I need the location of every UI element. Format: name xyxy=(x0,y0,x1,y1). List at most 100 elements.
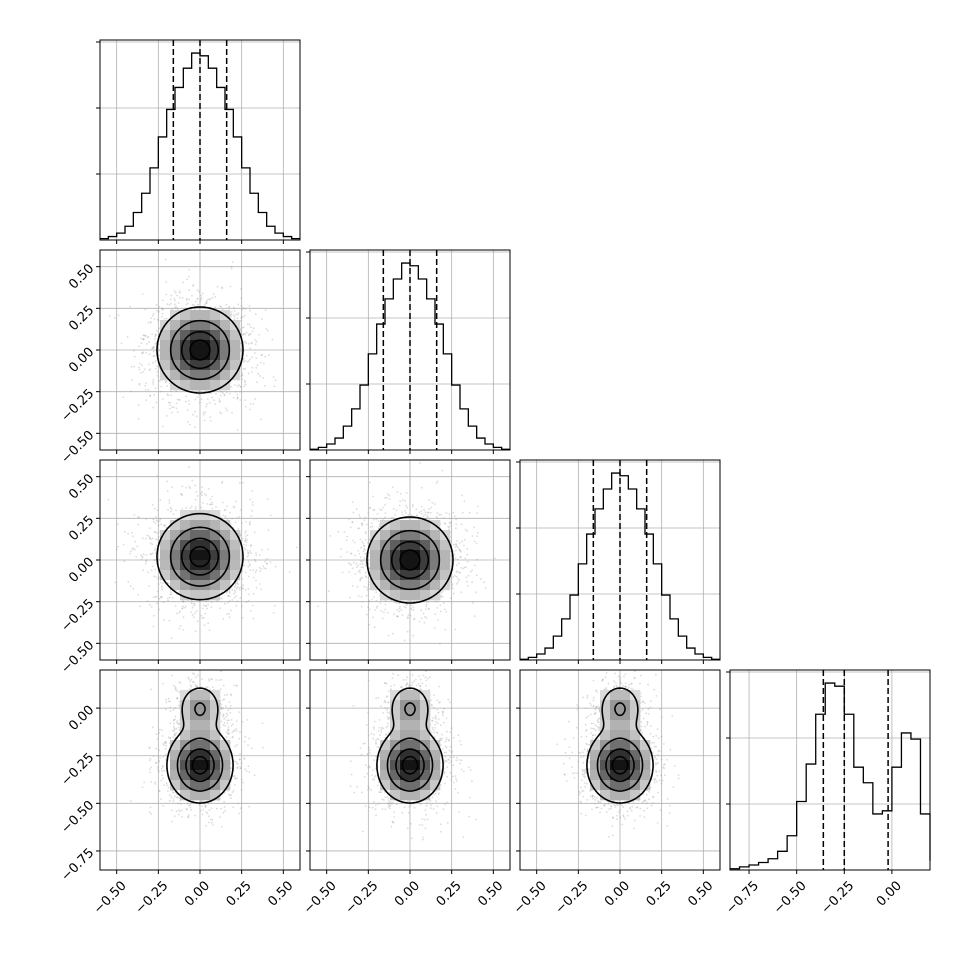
scatter-point xyxy=(360,605,363,608)
scatter-point xyxy=(442,602,445,604)
scatter-point xyxy=(288,571,291,573)
scatter-point xyxy=(156,544,158,547)
scatter-point xyxy=(205,600,208,603)
scatter-point xyxy=(205,600,208,602)
scatter-point xyxy=(162,804,165,807)
scatter-point xyxy=(153,614,155,617)
scatter-point xyxy=(425,616,428,619)
scatter-point xyxy=(361,522,363,525)
pair-panel-1-0 xyxy=(96,249,301,454)
scatter-point xyxy=(249,544,252,547)
scatter-point xyxy=(237,802,240,805)
scatter-point xyxy=(392,632,394,635)
scatter-point xyxy=(427,511,430,514)
scatter-point xyxy=(317,605,319,607)
scatter-point xyxy=(269,561,272,564)
scatter-point xyxy=(244,571,247,574)
scatter-point xyxy=(436,480,439,483)
scatter-point xyxy=(420,512,423,515)
scatter-point xyxy=(234,521,237,523)
scatter-point xyxy=(476,535,479,537)
scatter-point xyxy=(162,524,165,527)
scatter-point xyxy=(201,607,204,610)
scatter-point xyxy=(393,601,396,604)
scatter-point xyxy=(430,506,433,509)
scatter-point xyxy=(170,591,172,594)
scatter-point xyxy=(200,297,203,299)
scatter-point xyxy=(205,301,208,304)
scatter-point xyxy=(130,550,133,553)
scatter-point xyxy=(186,297,188,300)
scatter-point xyxy=(164,524,166,526)
density-cell xyxy=(160,360,171,371)
pair-2-1-plot-area xyxy=(310,460,510,660)
scatter-point xyxy=(152,346,155,349)
scatter-point xyxy=(243,540,246,543)
scatter-point xyxy=(412,505,414,508)
scatter-point xyxy=(169,401,172,404)
scatter-point xyxy=(422,612,425,615)
scatter-point xyxy=(359,556,362,559)
scatter-point xyxy=(368,567,371,570)
scatter-point xyxy=(264,355,267,358)
scatter-point xyxy=(395,509,398,512)
density-cell xyxy=(210,340,221,351)
pair-2-0-contour-3 xyxy=(189,545,211,568)
scatter-point xyxy=(267,329,269,332)
scatter-point xyxy=(157,766,160,769)
scatter-point xyxy=(140,337,143,340)
scatter-point xyxy=(185,395,188,398)
scatter-point xyxy=(178,681,181,683)
scatter-point xyxy=(455,518,457,521)
scatter-point xyxy=(141,537,144,540)
scatter-point xyxy=(149,321,152,323)
hist-panel-3 xyxy=(726,669,931,874)
scatter-point xyxy=(237,583,240,585)
scatter-point xyxy=(454,574,456,577)
scatter-point xyxy=(149,542,152,544)
scatter-point xyxy=(167,401,170,404)
scatter-point xyxy=(132,547,135,549)
scatter-point xyxy=(187,816,190,819)
scatter-point xyxy=(254,352,256,354)
scatter-point xyxy=(149,368,152,370)
pair-1-0-contour-0 xyxy=(156,306,244,394)
scatter-point xyxy=(157,535,160,538)
scatter-point xyxy=(241,538,244,540)
scatter-point xyxy=(236,396,239,398)
scatter-point xyxy=(357,564,360,567)
scatter-point xyxy=(167,736,170,739)
scatter-point xyxy=(367,555,370,557)
scatter-point xyxy=(234,586,236,589)
scatter-point xyxy=(471,601,474,604)
scatter-point xyxy=(230,268,233,270)
scatter-point xyxy=(194,603,196,606)
scatter-point xyxy=(349,552,352,555)
scatter-point xyxy=(259,570,261,573)
scatter-point xyxy=(154,360,157,362)
scatter-point xyxy=(261,549,263,551)
scatter-point xyxy=(245,354,248,357)
pair-2-1-contour-3 xyxy=(399,549,421,571)
density-cell xyxy=(180,560,191,571)
scatter-point xyxy=(195,506,197,508)
scatter-point xyxy=(269,514,272,517)
scatter-point xyxy=(247,560,250,563)
scatter-point xyxy=(164,381,167,384)
scatter-point xyxy=(398,504,401,507)
scatter-point xyxy=(235,595,238,597)
scatter-point xyxy=(210,392,212,394)
scatter-point xyxy=(475,542,478,545)
scatter-point xyxy=(250,515,253,517)
density-cell xyxy=(410,570,421,581)
density-cell xyxy=(190,520,201,531)
scatter-point xyxy=(189,507,192,510)
density-cell xyxy=(190,590,201,601)
pair-1-0-grid xyxy=(100,250,300,450)
scatter-point xyxy=(246,360,249,363)
scatter-point xyxy=(244,383,247,386)
scatter-point xyxy=(148,369,151,372)
scatter-point xyxy=(188,289,191,292)
scatter-point xyxy=(375,518,378,521)
scatter-point xyxy=(157,343,160,346)
